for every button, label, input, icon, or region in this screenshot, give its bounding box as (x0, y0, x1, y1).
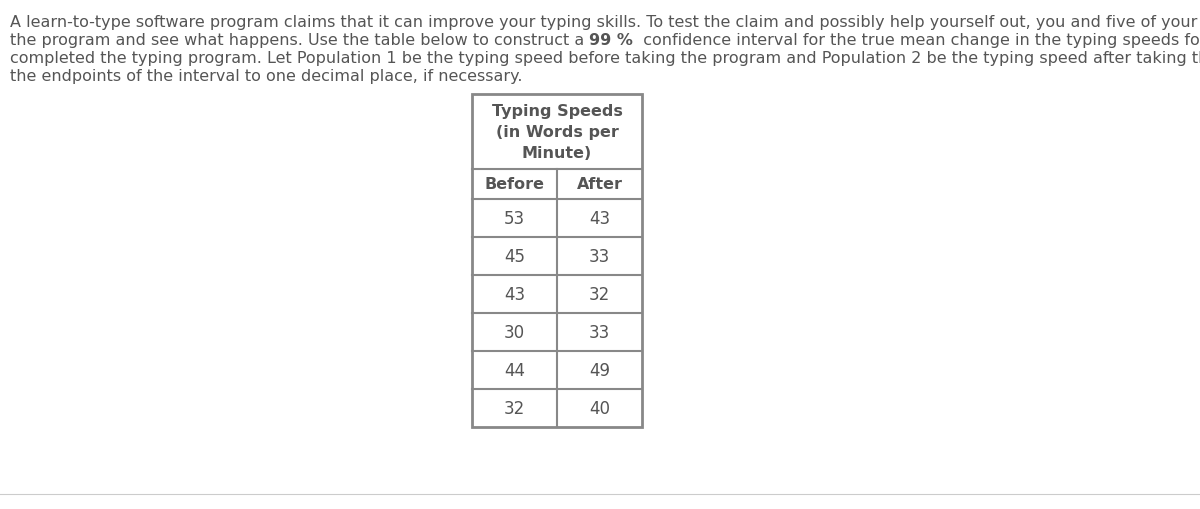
Text: 53: 53 (504, 210, 526, 228)
Text: 43: 43 (589, 210, 610, 228)
Text: 30: 30 (504, 323, 526, 342)
Text: confidence interval for the true mean change in the typing speeds for people who: confidence interval for the true mean ch… (634, 33, 1200, 48)
Text: Before: Before (485, 177, 545, 192)
Bar (472, 95, 642, 427)
Text: After: After (576, 177, 623, 192)
Text: 32: 32 (504, 399, 526, 417)
Text: 32: 32 (589, 286, 610, 303)
Text: 40: 40 (589, 399, 610, 417)
Text: 44: 44 (504, 361, 526, 379)
Text: 99 %: 99 % (589, 33, 634, 48)
Text: 33: 33 (589, 247, 610, 266)
Text: the program and see what happens. Use the table below to construct a: the program and see what happens. Use th… (10, 33, 589, 48)
Text: the endpoints of the interval to one decimal place, if necessary.: the endpoints of the interval to one dec… (10, 69, 522, 84)
Text: 43: 43 (504, 286, 526, 303)
Text: 49: 49 (589, 361, 610, 379)
Text: Typing Speeds
(in Words per
Minute): Typing Speeds (in Words per Minute) (492, 104, 623, 161)
Text: completed the typing program. Let Population 1 be the typing speed before taking: completed the typing program. Let Popula… (10, 51, 1200, 66)
Text: 33: 33 (589, 323, 610, 342)
Text: A learn-to-type software program claims that it can improve your typing skills. : A learn-to-type software program claims … (10, 15, 1200, 30)
Text: 45: 45 (504, 247, 526, 266)
